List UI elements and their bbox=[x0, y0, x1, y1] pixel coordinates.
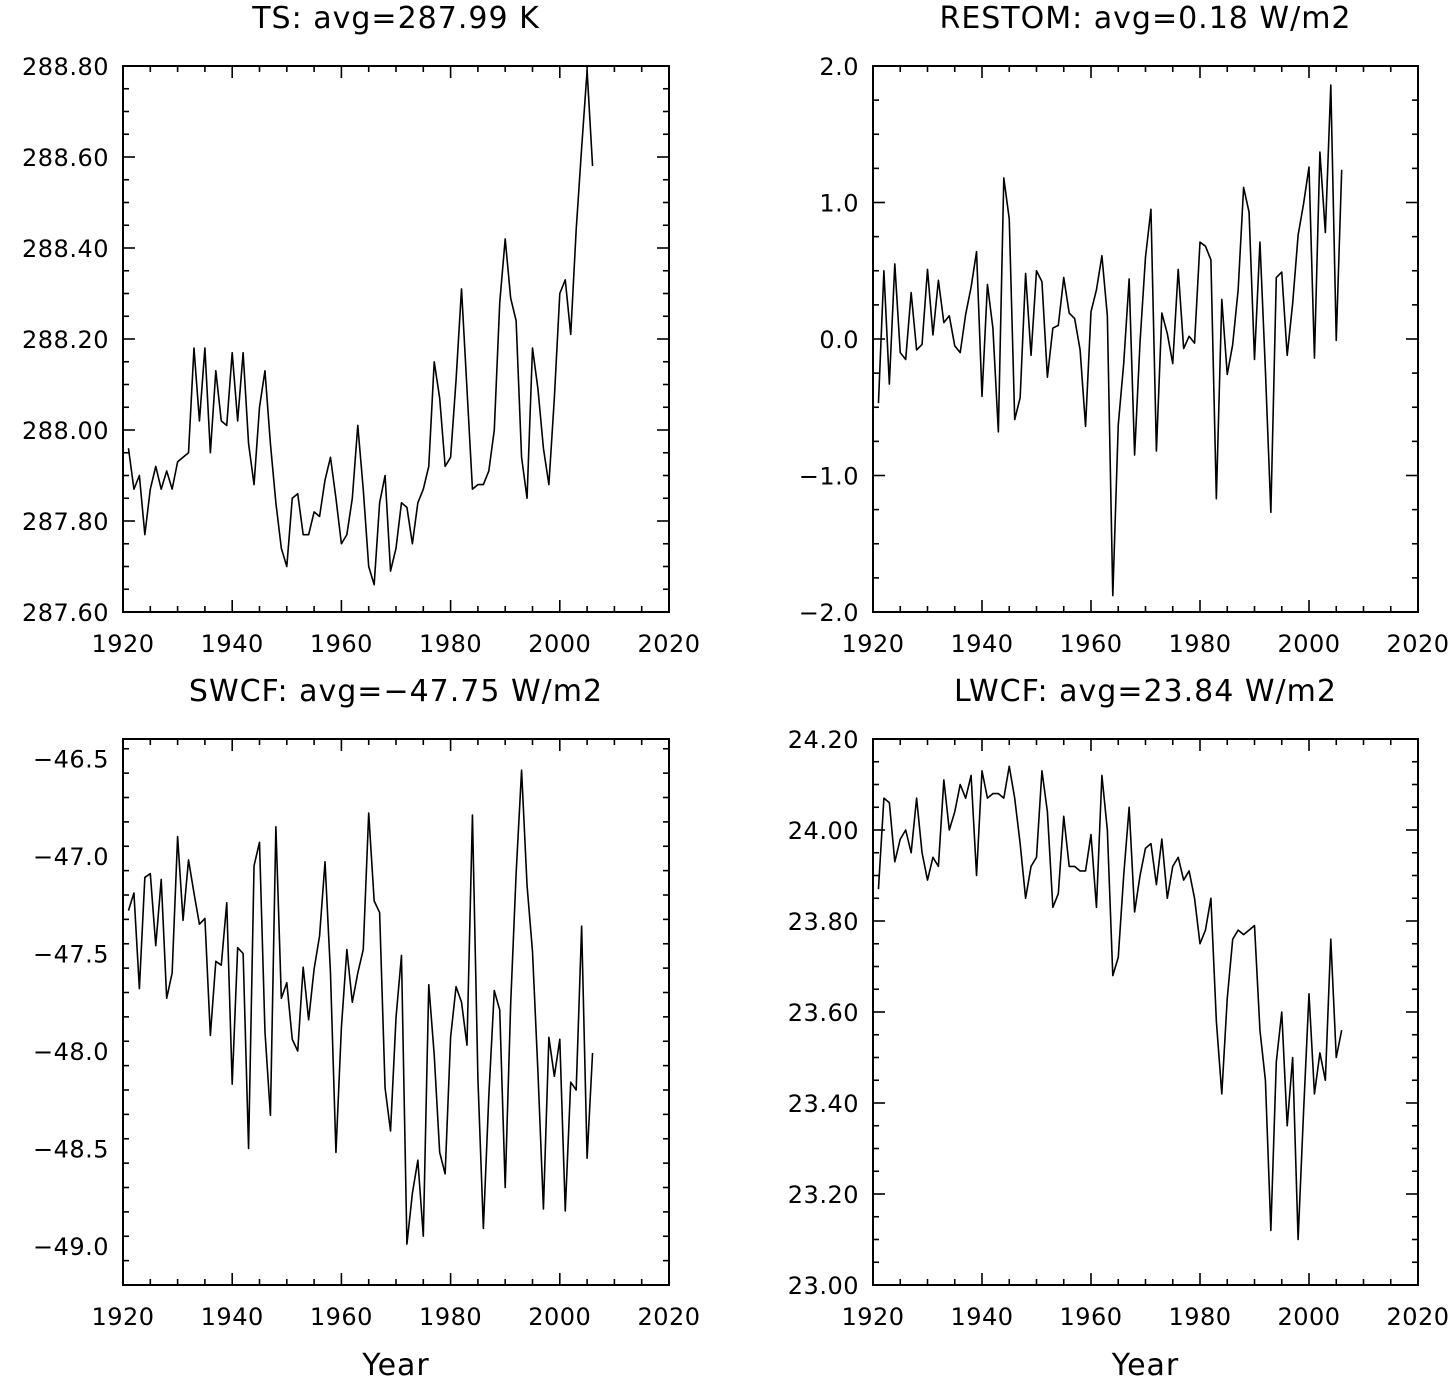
x-tick-label: 1980 bbox=[1168, 630, 1231, 658]
panel-restom: RESTOM: avg=0.18 W/m2 1920 1940 1960 1980 20… bbox=[799, 1, 1449, 658]
x-tick-label: 2000 bbox=[528, 1303, 591, 1331]
x-tick-label: 2000 bbox=[528, 630, 591, 658]
x-tick-label: 1960 bbox=[1059, 630, 1122, 658]
y-tick-label: 288.40 bbox=[22, 235, 109, 263]
series-line bbox=[877, 84, 1343, 597]
y-tick-label: 23.60 bbox=[788, 999, 859, 1027]
y-tick-label: 24.20 bbox=[788, 726, 859, 754]
x-tick-label: 1920 bbox=[841, 1303, 904, 1331]
x-tick-label: 1980 bbox=[419, 1303, 482, 1331]
x-tick-label: 1920 bbox=[841, 630, 904, 658]
plot-area: 1920 1940 1960 1980 2000 2020 −49.0 −48.5 −48.0 −… bbox=[33, 738, 700, 1331]
y-tick-label: 288.20 bbox=[22, 326, 109, 354]
x-tick-label: 2020 bbox=[1386, 1303, 1449, 1331]
panel-title: TS: avg=287.99 K bbox=[251, 1, 540, 36]
plot-area: 1920 1940 1960 1980 2000 2020 287.60 287.80 288.… bbox=[22, 53, 700, 658]
x-tick-label: 1980 bbox=[1168, 1303, 1231, 1331]
y-tick-label: 1.0 bbox=[819, 190, 859, 218]
x-axis-label: Year bbox=[361, 1348, 430, 1383]
panel-title: SWCF: avg=−47.75 W/m2 bbox=[189, 674, 603, 709]
y-tick-label: −1.0 bbox=[799, 463, 859, 491]
y-tick-label: 23.00 bbox=[788, 1272, 859, 1300]
x-tick-label: 1940 bbox=[201, 1303, 264, 1331]
y-tick-label: −49.0 bbox=[33, 1233, 109, 1261]
plot-area: 1920 1940 1960 1980 2000 2020 −2.0 −1.0 0.0 1.0 2.… bbox=[799, 53, 1449, 658]
y-tick-label: 288.00 bbox=[22, 417, 109, 445]
x-tick-label: 2000 bbox=[1277, 630, 1340, 658]
x-tick-label: 1940 bbox=[950, 1303, 1013, 1331]
x-tick-label: 1940 bbox=[201, 630, 264, 658]
y-tick-label: −47.0 bbox=[33, 843, 109, 871]
plot-frame bbox=[872, 738, 1419, 1286]
y-tick-label: 0.0 bbox=[819, 326, 859, 354]
y-tick-label: −47.5 bbox=[33, 941, 109, 969]
x-tick-label: 2020 bbox=[1386, 630, 1449, 658]
plot-area: 1920 1940 1960 1980 2000 2020 23.00 23.20 23.40 2… bbox=[788, 726, 1449, 1331]
x-tick-label: 2020 bbox=[637, 1303, 700, 1331]
panel-title: LWCF: avg=23.84 W/m2 bbox=[954, 674, 1337, 709]
x-tick-label: 1960 bbox=[310, 630, 373, 658]
x-tick-label: 1960 bbox=[310, 1303, 373, 1331]
x-tick-label: 1980 bbox=[419, 630, 482, 658]
x-tick-label: 2000 bbox=[1277, 1303, 1340, 1331]
y-tick-label: 288.60 bbox=[22, 144, 109, 172]
y-tick-label: 23.80 bbox=[788, 908, 859, 936]
series-line bbox=[127, 769, 594, 1245]
panel-lwcf: LWCF: avg=23.84 W/m2 1920 1940 1960 1980 200… bbox=[788, 674, 1449, 1383]
x-tick-label: 2020 bbox=[637, 630, 700, 658]
y-tick-label: −2.0 bbox=[799, 599, 859, 627]
panel-swcf: SWCF: avg=−47.75 W/m2 1920 1940 1960 1980 20… bbox=[33, 674, 700, 1383]
y-tick-label: 2.0 bbox=[819, 53, 859, 81]
y-tick-label: 23.40 bbox=[788, 1090, 859, 1118]
series-line bbox=[877, 765, 1343, 1241]
y-tick-label: −48.5 bbox=[33, 1136, 109, 1164]
y-tick-label: 287.60 bbox=[22, 599, 109, 627]
y-tick-label: 24.00 bbox=[788, 817, 859, 845]
y-tick-label: −46.5 bbox=[33, 746, 109, 774]
panel-ts: TS: avg=287.99 K 1920 1940 1960 1980 2000 202… bbox=[22, 1, 700, 658]
y-tick-label: 23.20 bbox=[788, 1181, 859, 1209]
y-tick-label: 288.80 bbox=[22, 53, 109, 81]
y-tick-label: −48.0 bbox=[33, 1038, 109, 1066]
plot-frame bbox=[122, 65, 670, 613]
x-tick-label: 1920 bbox=[91, 1303, 154, 1331]
x-axis-label: Year bbox=[1111, 1348, 1180, 1383]
y-tick-label: 287.80 bbox=[22, 508, 109, 536]
x-tick-label: 1960 bbox=[1059, 1303, 1122, 1331]
series-line bbox=[127, 69, 594, 586]
panel-title: RESTOM: avg=0.18 W/m2 bbox=[939, 1, 1351, 36]
x-tick-label: 1920 bbox=[91, 630, 154, 658]
x-tick-label: 1940 bbox=[950, 630, 1013, 658]
